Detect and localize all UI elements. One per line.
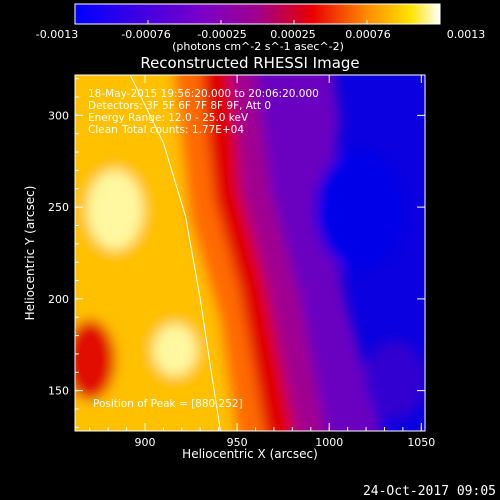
x-tick-label-2: 1000 <box>315 436 343 449</box>
colorbar-tick-label-5: 0.0013 <box>447 28 486 41</box>
heatmap-image <box>75 75 425 431</box>
colorbar-unit-label: (photons cm^-2 s^-1 asec^-2) <box>172 40 344 53</box>
colorbar <box>74 3 441 25</box>
solar-limb-curve <box>129 75 222 431</box>
y-axis: 150 200 250 300 <box>48 78 425 428</box>
y-tick-label-0: 150 <box>48 385 69 398</box>
annotation-energy-range: Energy Range: 12.0 - 25.0 keV <box>88 112 249 124</box>
y-tick-label-3: 300 <box>48 109 69 122</box>
chart-title: Reconstructed RHESSI Image <box>140 54 359 72</box>
colorbar-tick-label-2: -0.00025 <box>197 28 246 41</box>
colorbar-tick-label-0: -0.0013 <box>36 28 78 41</box>
colorbar-ticks <box>74 20 441 24</box>
annotation-method: Clean <box>88 124 118 136</box>
footer-timestamp: 24-Oct-2017 09:05 <box>363 484 496 499</box>
x-tick-label-0: 900 <box>135 436 156 449</box>
x-tick-label-1: 950 <box>227 436 248 449</box>
annotation-time-range: 18-May-2015 19:56:20.000 to 20:06:20.000 <box>88 88 319 100</box>
plot-frame <box>74 74 426 432</box>
annotation-total-counts: Total counts: 1.77E+04 <box>121 124 244 136</box>
x-axis-label: Heliocentric X (arcsec) <box>182 447 318 461</box>
colorbar-tick-label-4: 0.00076 <box>345 28 391 41</box>
annotation-peak-position: Position of Peak = [880,252] <box>93 398 243 410</box>
annotation-detectors: Detectors: 3F 5F 6F 7F 8F 9F, Att 0 <box>88 100 271 112</box>
y-tick-label-1: 200 <box>48 293 69 306</box>
y-tick-label-2: 250 <box>48 201 69 214</box>
colorbar-tick-label-1: -0.00076 <box>121 28 170 41</box>
x-tick-label-3: 1050 <box>407 436 435 449</box>
y-axis-label: Heliocentric Y (arcsec) <box>23 186 37 321</box>
x-axis: 900 950 1000 1050 <box>89 75 435 449</box>
colorbar-tick-label-3: 0.00025 <box>270 28 316 41</box>
